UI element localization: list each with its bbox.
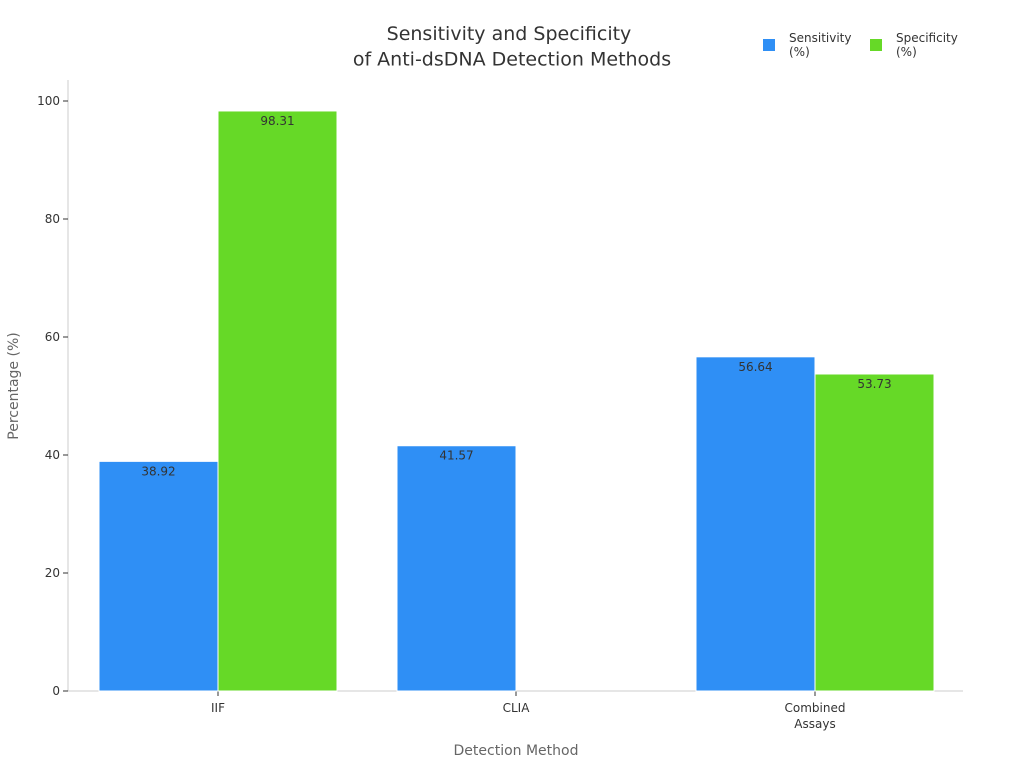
y-tick-label: 40 (45, 448, 60, 462)
y-axis-title: Percentage (%) (6, 332, 22, 439)
bar-value-label: 98.31 (260, 114, 294, 128)
bar (98, 460, 219, 692)
legend-label-line: (%) (896, 45, 917, 59)
x-tick-label: IIF (211, 701, 225, 715)
bar-value-label: 41.57 (439, 449, 473, 463)
y-axis: 0 20 40 60 80 100 (37, 80, 69, 698)
bar-value-label: 38.92 (141, 464, 175, 478)
bar-value-label: 56.64 (738, 360, 772, 374)
x-tick-label: Combined Assays (785, 701, 846, 731)
bar (695, 356, 816, 692)
chart-title-line-2: of Anti-dsDNA Detection Methods (353, 49, 671, 71)
bar-labels: 38.92 98.31 41.57 56.64 53.73 (141, 114, 891, 478)
legend-swatch (763, 39, 775, 51)
bar (814, 373, 935, 692)
bar (217, 110, 338, 692)
x-tick-label-line: Assays (794, 717, 835, 731)
y-tick-label: 0 (52, 684, 60, 698)
bar-value-label: 53.73 (857, 377, 891, 391)
x-tick-label-line: CLIA (503, 701, 531, 715)
y-tick-label: 60 (45, 330, 60, 344)
bar (396, 445, 517, 692)
legend-label-line: (%) (789, 45, 810, 59)
x-tick-label-line: Combined (785, 701, 846, 715)
x-tick-label: CLIA (503, 701, 531, 715)
legend: Sensitivity (%)Specificity (%) (763, 31, 958, 59)
legend-label: Sensitivity (%) (789, 31, 851, 59)
bars (98, 110, 935, 692)
legend-label-line: Specificity (896, 31, 958, 45)
x-axis: IIF CLIA Combined Assays (68, 690, 963, 731)
legend-label: Specificity (%) (896, 31, 958, 59)
x-axis-title: Detection Method (454, 743, 579, 759)
y-tick-label: 100 (37, 94, 60, 108)
y-tick-label: 80 (45, 212, 60, 226)
legend-swatch (870, 39, 882, 51)
legend-label-line: Sensitivity (789, 31, 851, 45)
chart-title-line-1: Sensitivity and Specificity (387, 23, 632, 45)
chart-title: Sensitivity and Specificity of Anti-dsDN… (353, 23, 671, 71)
y-tick-label: 20 (45, 566, 60, 580)
x-tick-label-line: IIF (211, 701, 225, 715)
